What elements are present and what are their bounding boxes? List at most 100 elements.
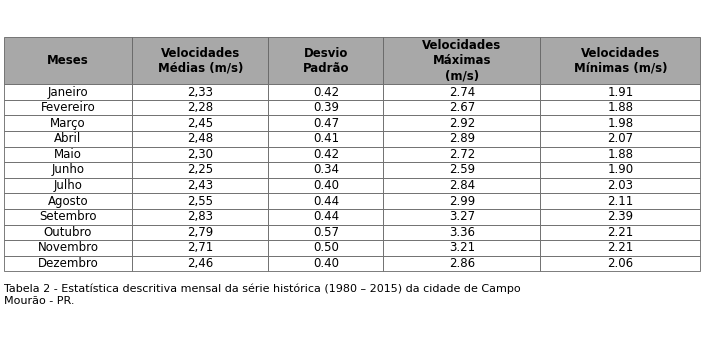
Bar [4, 100, 132, 115]
Text: 0.57: 0.57 [313, 226, 339, 239]
Bar [132, 225, 268, 240]
Text: 2,83: 2,83 [187, 210, 213, 223]
Bar [540, 37, 700, 84]
Text: 2.72: 2.72 [448, 148, 475, 161]
Text: 0.40: 0.40 [313, 257, 339, 270]
Bar [540, 84, 700, 100]
Text: 2,71: 2,71 [187, 241, 213, 255]
Bar [540, 115, 700, 131]
Text: Março: Março [50, 117, 86, 130]
Text: 3.21: 3.21 [448, 241, 474, 255]
Text: 2.11: 2.11 [608, 195, 634, 208]
Bar [132, 147, 268, 162]
Text: 1.98: 1.98 [608, 117, 634, 130]
Text: Desvio
Padrão: Desvio Padrão [303, 47, 349, 75]
Text: 2,55: 2,55 [187, 195, 213, 208]
Bar [132, 209, 268, 225]
Text: 2.21: 2.21 [608, 226, 634, 239]
Bar [540, 147, 700, 162]
Text: 1.88: 1.88 [608, 148, 634, 161]
Text: 2,45: 2,45 [187, 117, 213, 130]
Bar [132, 193, 268, 209]
Text: Setembro: Setembro [39, 210, 96, 223]
Text: Velocidades
Mínimas (m/s): Velocidades Mínimas (m/s) [574, 47, 667, 75]
Text: 2,43: 2,43 [187, 179, 213, 192]
Bar [540, 178, 700, 193]
Text: 2.84: 2.84 [448, 179, 474, 192]
Bar [4, 240, 132, 256]
Bar [540, 100, 700, 115]
Bar [268, 178, 384, 193]
Text: Julho: Julho [54, 179, 82, 192]
Bar [268, 84, 384, 100]
Bar [4, 37, 132, 84]
Text: 0.41: 0.41 [313, 132, 339, 145]
Text: 2,30: 2,30 [187, 148, 213, 161]
Bar [132, 37, 268, 84]
Text: 2,28: 2,28 [187, 101, 213, 114]
Bar [268, 209, 384, 225]
Text: 2.21: 2.21 [608, 241, 634, 255]
Bar [540, 162, 700, 178]
Bar [384, 240, 540, 256]
Text: 2.74: 2.74 [448, 86, 475, 99]
Bar [384, 209, 540, 225]
Bar [4, 84, 132, 100]
Bar [384, 178, 540, 193]
Text: 2.03: 2.03 [608, 179, 634, 192]
Text: 2.39: 2.39 [608, 210, 634, 223]
Bar [268, 131, 384, 147]
Text: 2,48: 2,48 [187, 132, 213, 145]
Bar [268, 100, 384, 115]
Bar [540, 256, 700, 271]
Text: Velocidades
Máximas
(m/s): Velocidades Máximas (m/s) [422, 39, 501, 82]
Text: Velocidades
Médias (m/s): Velocidades Médias (m/s) [158, 47, 243, 75]
Bar [4, 131, 132, 147]
Bar [268, 115, 384, 131]
Text: 2,33: 2,33 [187, 86, 213, 99]
Bar [4, 193, 132, 209]
Bar [4, 256, 132, 271]
Bar [4, 115, 132, 131]
Text: 1.88: 1.88 [608, 101, 634, 114]
Bar [268, 240, 384, 256]
Text: 2.99: 2.99 [448, 195, 475, 208]
Bar [540, 225, 700, 240]
Bar [384, 100, 540, 115]
Text: 0.39: 0.39 [313, 101, 339, 114]
Bar [384, 193, 540, 209]
Bar [4, 225, 132, 240]
Text: Novembro: Novembro [37, 241, 99, 255]
Bar [384, 37, 540, 84]
Bar [540, 193, 700, 209]
Text: 0.42: 0.42 [313, 148, 339, 161]
Bar [268, 256, 384, 271]
Text: Junho: Junho [51, 164, 84, 176]
Text: 2.92: 2.92 [448, 117, 475, 130]
Text: 1.91: 1.91 [608, 86, 634, 99]
Text: 2,25: 2,25 [187, 164, 213, 176]
Bar [384, 147, 540, 162]
Bar [132, 240, 268, 256]
Text: 2,79: 2,79 [187, 226, 213, 239]
Bar [132, 256, 268, 271]
Bar [132, 162, 268, 178]
Text: Dezembro: Dezembro [37, 257, 99, 270]
Text: 2.06: 2.06 [608, 257, 634, 270]
Bar [384, 84, 540, 100]
Bar [132, 100, 268, 115]
Text: 2.86: 2.86 [448, 257, 474, 270]
Bar [384, 115, 540, 131]
Text: 2.07: 2.07 [608, 132, 634, 145]
Text: 3.36: 3.36 [448, 226, 474, 239]
Bar [268, 193, 384, 209]
Bar [268, 37, 384, 84]
Text: Abril: Abril [54, 132, 82, 145]
Bar [384, 256, 540, 271]
Bar [384, 162, 540, 178]
Text: Outubro: Outubro [44, 226, 92, 239]
Text: 2.59: 2.59 [448, 164, 474, 176]
Text: 1.90: 1.90 [608, 164, 634, 176]
Bar [384, 225, 540, 240]
Text: 0.50: 0.50 [313, 241, 339, 255]
